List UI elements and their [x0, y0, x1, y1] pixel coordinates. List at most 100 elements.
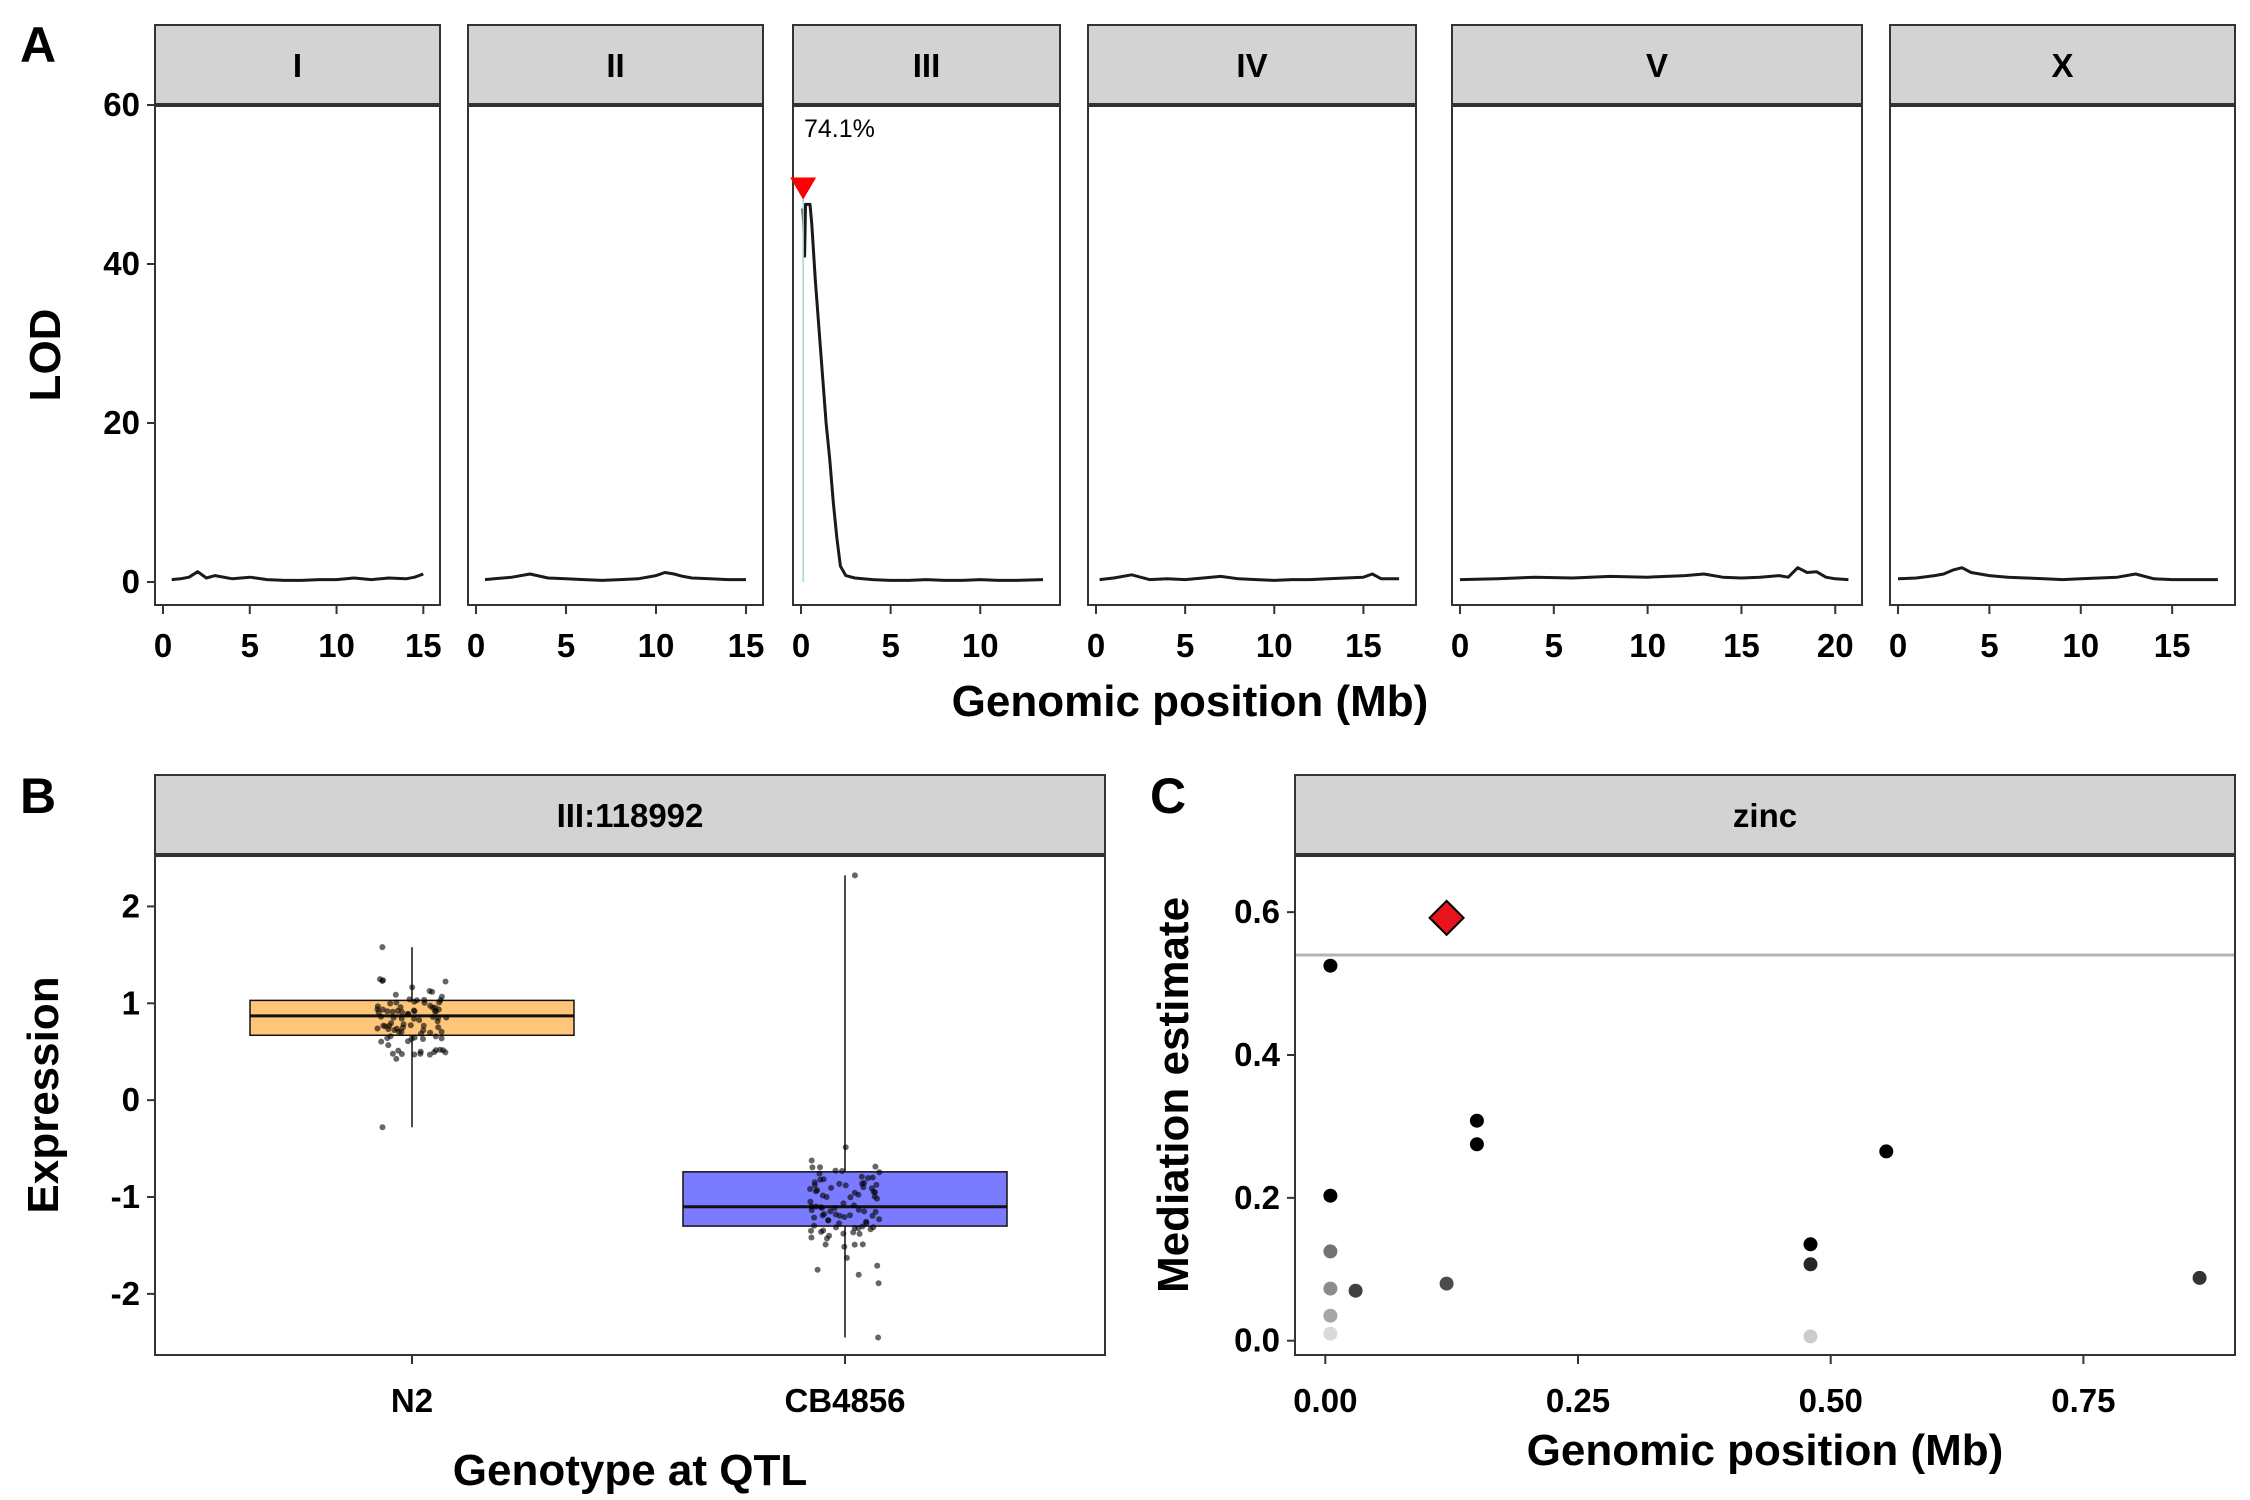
lod-x-tick-label: 5 [881, 627, 899, 664]
mediation-point [1323, 958, 1338, 973]
jitter-point [393, 999, 400, 1006]
jitter-point [841, 1243, 848, 1250]
jitter-point [392, 991, 399, 998]
lod-x-tick-label: 0 [154, 627, 172, 664]
mediation-point [1323, 1244, 1338, 1259]
mediation-point [1439, 1276, 1454, 1291]
jitter-point [438, 1035, 445, 1042]
expression-y-tick-label: -1 [111, 1178, 140, 1215]
jitter-point [379, 1124, 386, 1131]
jitter-point [389, 1008, 396, 1015]
lod-x-tick-label: 0 [1451, 627, 1469, 664]
jitter-point [387, 1033, 394, 1040]
facet-label-iv: IV [1236, 47, 1267, 84]
jitter-point [851, 1189, 858, 1196]
jitter-point [812, 1188, 819, 1195]
jitter-point [427, 1002, 434, 1009]
jitter-point [876, 1216, 883, 1223]
facet-strip-i [154, 24, 441, 106]
jitter-point [839, 1168, 846, 1174]
jitter-point [435, 1006, 442, 1013]
jitter-point [820, 1176, 827, 1183]
lod-line-iii [801, 202, 1044, 582]
facet-plot-area-ii [467, 104, 764, 606]
jitter-point [836, 1220, 843, 1227]
lod-y-tick-label: 40 [103, 245, 140, 282]
jitter-point [858, 1173, 865, 1180]
jitter-point [411, 1008, 418, 1015]
expression-panel: III:118992 -2 -1 0 1 2 N2 CB4856 [111, 774, 1106, 1419]
expression-strip-label: III:118992 [557, 797, 704, 834]
jitter-point [859, 1223, 866, 1230]
expression-y-tick-label: 2 [122, 887, 140, 924]
jitter-point [408, 1035, 415, 1042]
lod-x-tick-label: 10 [962, 627, 999, 664]
mediation-point [1879, 1144, 1894, 1159]
jitter-point [823, 1194, 830, 1200]
jitter-point [847, 1194, 854, 1201]
lod-x-tick-label: 5 [1176, 627, 1194, 664]
jitter-point [840, 1200, 847, 1207]
jitter-point [841, 1214, 848, 1220]
jitter-point [434, 1018, 441, 1025]
facet-label-v: V [1646, 47, 1668, 84]
jitter-point [873, 1181, 880, 1188]
jitter-point [426, 988, 433, 994]
lod-x-tick-label: 10 [1629, 627, 1666, 664]
jitter-point [382, 1023, 389, 1030]
genotype-axis-title: Genotype at QTL [453, 1446, 807, 1495]
jitter-point [384, 1008, 391, 1015]
expression-plot-area [154, 854, 1106, 1356]
expression-strip [154, 774, 1106, 856]
lod-line-ii [484, 571, 746, 582]
jitter-point [817, 1164, 823, 1171]
mediation-panel: zinc 0.0 0.2 0.4 0.6 0.00 0.25 0.50 0.75 [1234, 774, 2236, 1419]
jitter-point [836, 1212, 843, 1219]
jitter-point [872, 1163, 879, 1170]
jitter-point [389, 1050, 396, 1057]
jitter-point [378, 1038, 385, 1045]
lod-x-axis-title: Genomic position (Mb) [952, 677, 1429, 726]
jitter-point [395, 1047, 402, 1054]
jitter-point [856, 1230, 863, 1237]
jitter-point [828, 1184, 835, 1191]
mediation-point [1323, 1326, 1338, 1341]
jitter-point [870, 1188, 877, 1195]
jitter-point [808, 1227, 814, 1234]
lod-x-tick-label: 0 [792, 627, 810, 664]
mediation-point [1803, 1237, 1818, 1252]
jitter-point [831, 1205, 838, 1212]
jitter-point [808, 1234, 815, 1241]
jitter-point [816, 1170, 823, 1177]
jitter-point [379, 944, 386, 951]
facet-label-iii: III [913, 47, 941, 84]
mediation-point [1803, 1329, 1818, 1344]
lod-x-tick-label: 15 [1345, 627, 1382, 664]
jitter-point [421, 996, 428, 1003]
facet-strip-iii [792, 24, 1061, 106]
jitter-point [432, 1033, 439, 1040]
jitter-point [375, 1009, 382, 1016]
mediation-point [2192, 1270, 2207, 1285]
jitter-point [859, 1180, 866, 1187]
mediation-point [1323, 1308, 1338, 1323]
jitter-point [420, 1036, 426, 1042]
lod-y-tick-label: 0 [122, 563, 140, 600]
jitter-point [374, 1025, 381, 1032]
jitter-point [374, 1003, 381, 1010]
jitter-point [398, 1015, 405, 1022]
jitter-point [378, 1013, 384, 1020]
mediation-point [1469, 1137, 1484, 1152]
jitter-point [811, 1214, 818, 1221]
mediation-y-tick-label: 0.2 [1234, 1179, 1280, 1216]
mediation-point [1348, 1283, 1363, 1298]
jitter-point [385, 1042, 392, 1049]
lod-x-tick-label: 0 [467, 627, 485, 664]
jitter-point [850, 1229, 857, 1236]
jitter-point [420, 1027, 427, 1034]
jitter-point [843, 1254, 850, 1261]
lod-line-i [171, 570, 424, 582]
jitter-point [430, 1014, 436, 1020]
jitter-point [861, 1208, 868, 1215]
mediation-y-tick-label: 0.6 [1234, 893, 1280, 930]
